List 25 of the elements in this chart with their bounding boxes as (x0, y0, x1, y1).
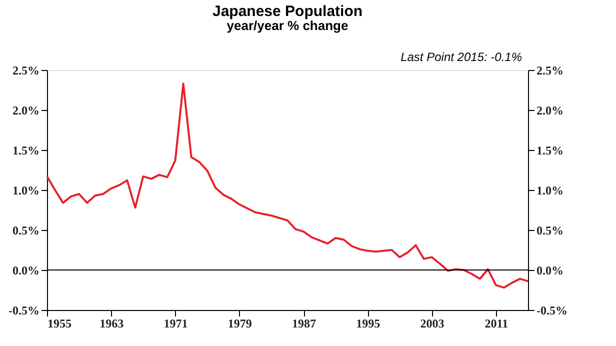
y2-tick-label: 1.0% (536, 184, 564, 198)
x-tick-label: 1971 (164, 316, 188, 330)
y-tick-label: -0.5% (8, 304, 40, 318)
x-tick-label: 1979 (228, 316, 252, 330)
x-tick-label: 1963 (100, 316, 124, 330)
x-tick-label: 1955 (48, 316, 72, 330)
y2-tick-label: 0.5% (536, 224, 564, 238)
y-tick-label: 0.0% (12, 264, 40, 278)
y2-tick-label: -0.5% (536, 304, 568, 318)
y-tick-label: 0.5% (12, 224, 40, 238)
x-tick-label: 2011 (484, 316, 508, 330)
chart-subtitle: year/year % change (226, 18, 348, 33)
y-tick-label: 2.5% (12, 64, 40, 78)
y2-tick-label: 0.0% (536, 264, 564, 278)
x-tick-label: 2003 (420, 316, 444, 330)
y2-tick-label: 2.5% (536, 64, 564, 78)
chart-title: Japanese Population (212, 3, 363, 20)
y-tick-label: 1.0% (12, 184, 40, 198)
y-tick-label: 2.0% (12, 104, 40, 118)
text: Last Point 2015: -0.1% (400, 50, 522, 64)
y-tick-label: 1.5% (12, 144, 40, 158)
x-tick-label: 1995 (356, 316, 380, 330)
x-tick-label: 1987 (292, 316, 316, 330)
y2-tick-label: 1.5% (536, 144, 564, 158)
y2-tick-label: 2.0% (536, 104, 564, 118)
